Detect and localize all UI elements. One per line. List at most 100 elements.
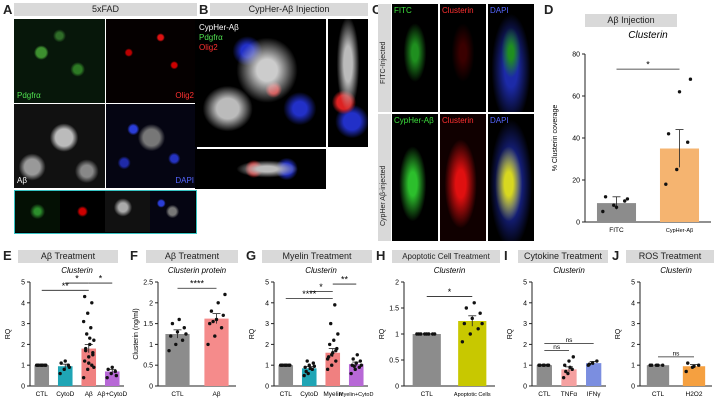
panel-label-e: E — [3, 248, 12, 263]
chart-g-point-2-11 — [325, 357, 330, 361]
chart-g-point-2-1 — [330, 363, 334, 367]
chart-f-point-1-9 — [211, 319, 215, 324]
chart-h-point-0-6 — [419, 332, 423, 336]
channel-label-olig2-b: Olig2 — [199, 43, 218, 52]
chart-f-sig-label-0: **** — [190, 279, 205, 289]
chart-g-point-2-9 — [329, 321, 333, 326]
chart-g-point-3-0 — [349, 371, 353, 376]
chart-h-bar-1 — [458, 321, 487, 386]
panel-label-f: F — [130, 248, 138, 263]
chart-j-point-0-3 — [650, 363, 654, 367]
chart-h-ytick-label-4: 2 — [395, 280, 399, 287]
chart-e-point-1-0 — [58, 371, 62, 376]
row-label-cypher-injected: CypHer Aβ-injected — [380, 165, 387, 226]
channel-label-cypher-c: CypHer-Aβ — [394, 116, 434, 125]
chart-e-ytick-label-2: 2 — [21, 342, 25, 349]
chart-e-point-2-19 — [92, 365, 96, 369]
chart-h-point-1-4 — [470, 316, 474, 321]
micrograph-c-dapi-2: DAPI — [488, 114, 534, 241]
chart-f-ytick-label-0: 0 — [149, 384, 153, 391]
chart-e-point-2-14 — [82, 294, 87, 299]
chart-i-ylabel: RQ — [507, 328, 514, 339]
row-label-fitc-injected: FITC-Injected — [380, 41, 387, 84]
chart-d-ylabel: % Clusterin coverage — [552, 105, 559, 172]
chart-i-point-1-4 — [567, 359, 571, 363]
chart-f-bar-1 — [204, 318, 229, 386]
chart-h-bar-0 — [412, 334, 441, 386]
chart-g-xtick-label-0: CTL — [280, 391, 293, 398]
chart-d-point-1-0 — [664, 182, 668, 186]
chart-h-title: Clusterin — [434, 266, 466, 275]
chart-j-xtick-label-1: H2O2 — [686, 391, 703, 398]
chart-h-ytick-label-2: 1 — [395, 332, 399, 339]
micrograph-c-clusterin-1: Clusterin — [440, 4, 486, 112]
chart-f-point-0-5 — [182, 326, 186, 330]
chart-h-point-1-3 — [462, 321, 467, 326]
chart-g-title: Clusterin — [305, 266, 337, 275]
chart-e-point-3-4 — [110, 365, 114, 369]
chart-g-point-3-9 — [352, 364, 356, 368]
chart-e-point-1-5 — [67, 365, 72, 369]
chart-i-point-1-0 — [561, 375, 566, 380]
chart-g-xtick-label-2: Myelin — [323, 391, 342, 398]
chart-g-point-1-9 — [305, 359, 309, 363]
chart-i-sig-label-1: ns — [566, 337, 574, 344]
chart-g-ylabel: RQ — [249, 328, 256, 339]
micrograph-cypher-main: CypHer-Aβ Pdgfrα Olig2 — [195, 19, 326, 147]
chart-h-ytick-label-0: 0 — [395, 384, 399, 391]
chart-e-point-2-15 — [87, 361, 91, 365]
chart-d-point-1-1 — [675, 167, 679, 172]
chart-e-point-2-11 — [81, 319, 86, 324]
chart-d-point-0-0 — [601, 209, 605, 214]
panel-g-header: Myelin Treatment — [262, 250, 372, 263]
chart-d-ytick-label-2: 40 — [572, 136, 580, 143]
chart-i-ytick-label-1: 1 — [523, 363, 527, 370]
channel-label-clusterin-2: Clusterin — [442, 116, 474, 125]
chart-g-ytick-label-3: 3 — [265, 321, 269, 328]
chart-e-point-0-7 — [41, 363, 45, 367]
chart-g-point-3-5 — [358, 359, 363, 363]
micrograph-c-dapi-1: DAPI — [488, 4, 534, 112]
chart-g-point-2-0 — [325, 367, 330, 372]
chart-j-ytick-label-2: 2 — [631, 342, 635, 349]
chart-h-point-0-7 — [427, 332, 431, 336]
chart-h-point-1-7 — [472, 301, 476, 305]
inset-olig2 — [60, 191, 105, 232]
chart-f-point-0-0 — [167, 348, 171, 353]
panel-label-c: C — [372, 2, 382, 17]
chart-e-point-2-13 — [90, 301, 94, 305]
chart-f-ytick-label-1: 0.5 — [143, 363, 153, 370]
chart-f-point-1-1 — [213, 334, 217, 338]
chart-e-point-2-12 — [86, 311, 90, 315]
chart-f-point-1-6 — [209, 309, 214, 313]
chart-j-ylabel: RQ — [615, 328, 622, 339]
row-label-box-2: CypHer Aβ-injected — [378, 114, 391, 241]
chart-d-point-1-4 — [677, 90, 682, 94]
chart-i-point-1-6 — [564, 369, 568, 374]
chart-j-ytick-label-0: 0 — [631, 384, 635, 391]
chart-i-point-0-3 — [538, 363, 542, 367]
chart-d-point-0-2 — [623, 199, 627, 203]
chart-d-xtick-label-1: CypHer-Aβ — [666, 228, 693, 234]
chart-e-sig-label-2: * — [99, 274, 103, 284]
inset-pdgfra — [15, 191, 60, 232]
chart-h-point-1-2 — [476, 327, 480, 331]
chart-i-bar-1 — [561, 369, 577, 386]
chart-f-point-1-4 — [214, 317, 219, 322]
micrograph-merge: DAPI — [106, 104, 197, 188]
chart-f: Clusterin protein 0 0.5 1 1.5 2 2.5 Clusterin (… — [133, 266, 236, 398]
chart-f-point-0-3 — [169, 334, 173, 338]
chart-d-xtick-label-0: FITC — [609, 227, 624, 234]
micrograph-olig2: Olig2 — [106, 19, 197, 103]
chart-f-point-0-8 — [184, 332, 188, 336]
chart-g-point-3-6 — [351, 357, 355, 361]
chart-d-sig-label-0: * — [646, 60, 650, 70]
chart-g-ytick-label-2: 2 — [265, 342, 269, 349]
chart-f-point-1-5 — [221, 313, 225, 317]
chart-e-point-1-3 — [59, 361, 63, 365]
chart-j-sig-label-0: ns — [673, 350, 681, 357]
row-label-box-1: FITC-Injected — [378, 4, 391, 112]
micrograph-c-cypher: CypHer-Aβ — [392, 114, 438, 241]
chart-e-point-2-8 — [92, 338, 96, 342]
